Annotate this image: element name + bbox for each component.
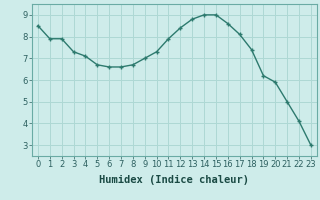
X-axis label: Humidex (Indice chaleur): Humidex (Indice chaleur) (100, 175, 249, 185)
